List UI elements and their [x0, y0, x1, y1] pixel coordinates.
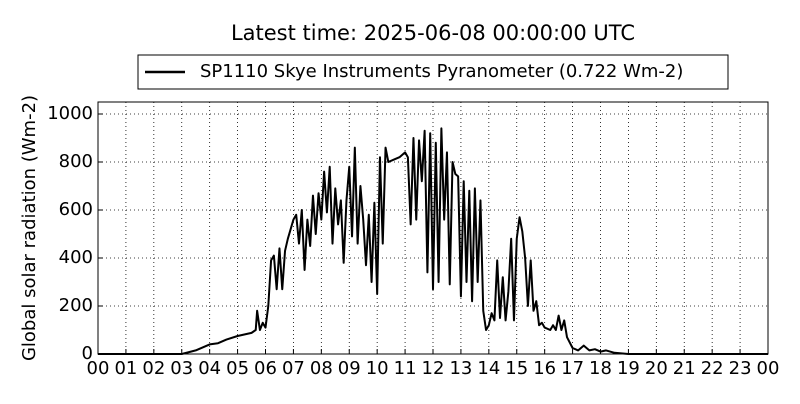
x-tick-label: 06 — [254, 358, 277, 379]
x-tick-label: 04 — [198, 358, 221, 379]
x-tick-label: 23 — [729, 358, 752, 379]
plot-frame — [97, 101, 769, 355]
data-line — [98, 127, 768, 355]
x-tick-label: 09 — [338, 358, 361, 379]
y-tick-label: 600 — [59, 199, 93, 220]
y-tick-label: 200 — [59, 295, 93, 316]
x-tick-label: 05 — [226, 358, 249, 379]
y-tick-label: 400 — [59, 247, 93, 268]
x-tick-label: 14 — [477, 358, 500, 379]
x-tick-label: 10 — [366, 358, 389, 379]
x-tick-label: 18 — [589, 358, 612, 379]
x-tick-label: 02 — [142, 358, 165, 379]
y-tick-label: 0 — [82, 343, 93, 364]
x-tick-label: 16 — [533, 358, 556, 379]
y-axis-label: Global solar radiation (Wm-2) — [19, 95, 40, 361]
x-tick-label: 08 — [310, 358, 333, 379]
x-tick-label: 22 — [701, 358, 724, 379]
x-tick-label: 12 — [422, 358, 445, 379]
x-tick-label: 15 — [505, 358, 528, 379]
legend-box — [137, 54, 729, 90]
x-tick-label: 03 — [170, 358, 193, 379]
x-tick-label: 19 — [617, 358, 640, 379]
x-tick-label: 20 — [645, 358, 668, 379]
chart-title: Latest time: 2025-06-08 00:00:00 UTC — [231, 21, 635, 45]
x-tick-label: 11 — [394, 358, 417, 379]
x-tick-label: 13 — [449, 358, 472, 379]
x-tick-label: 00 — [757, 358, 780, 379]
legend-label: SP1110 Skye Instruments Pyranometer (0.7… — [200, 61, 683, 82]
y-tick-label: 800 — [59, 151, 93, 172]
x-tick-label: 07 — [282, 358, 305, 379]
x-tick-label: 01 — [114, 358, 137, 379]
x-tick-label: 21 — [673, 358, 696, 379]
x-tick-label: 17 — [561, 358, 584, 379]
y-tick-label: 1000 — [47, 103, 93, 124]
x-tick-label: 00 — [87, 358, 110, 379]
